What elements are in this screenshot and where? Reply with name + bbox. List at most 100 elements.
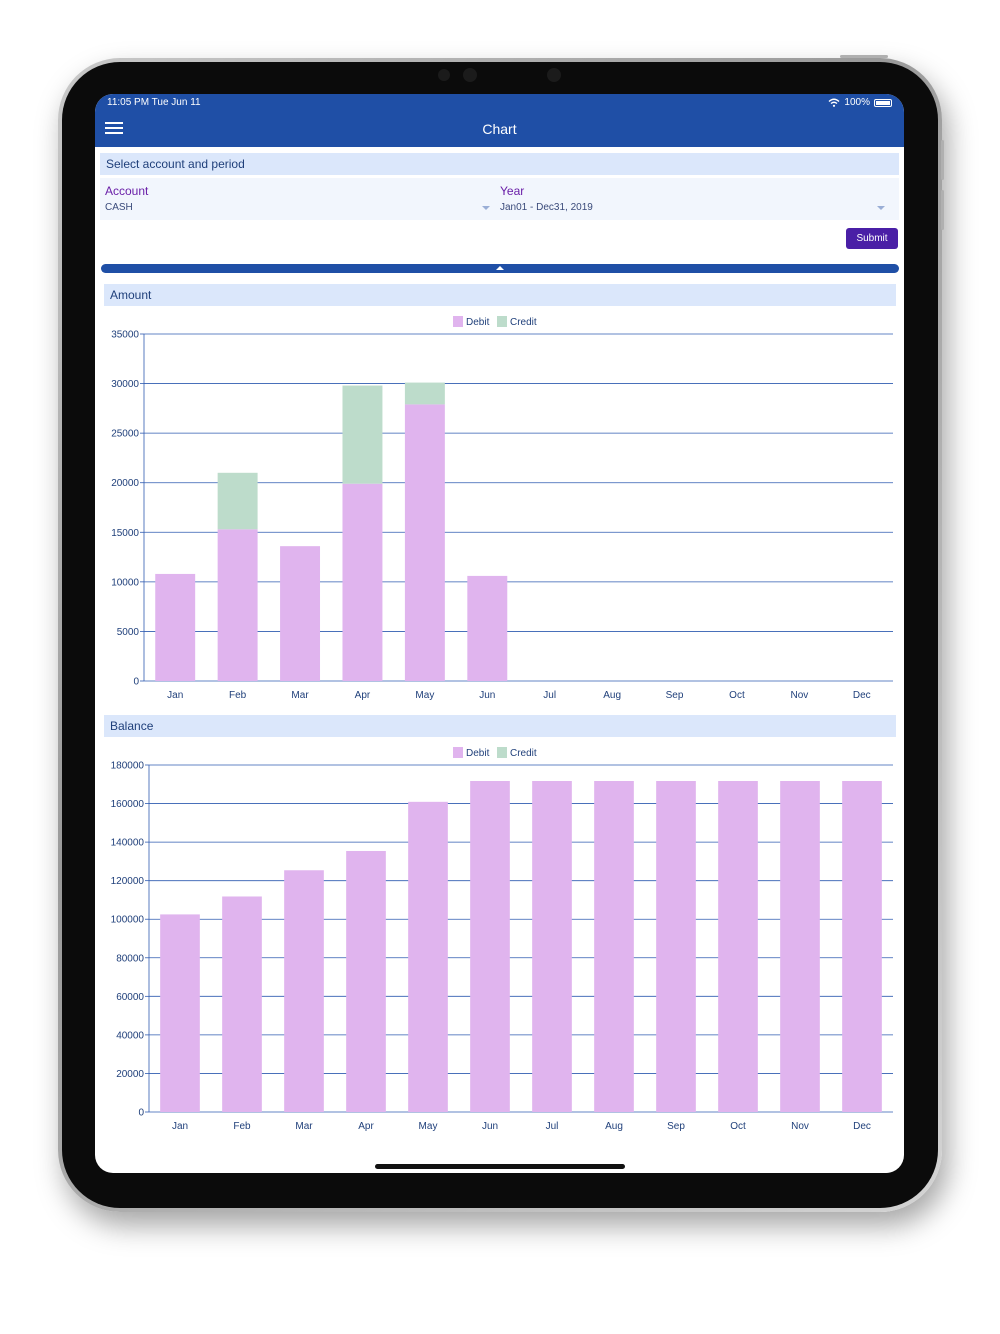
bar-debit	[408, 801, 448, 1112]
x-tick-label: Mar	[291, 690, 309, 701]
x-tick-label: Oct	[729, 690, 745, 701]
app-screen: 11:05 PM Tue Jun 11 100% Chart Select ac…	[95, 94, 904, 1173]
y-tick-label: 35000	[111, 330, 139, 341]
hamburger-menu-icon[interactable]	[105, 122, 125, 136]
chevron-down-icon	[482, 206, 490, 210]
legend-label: Debit	[466, 748, 490, 759]
filter-section-header: Select account and period	[100, 153, 899, 175]
x-tick-label: Apr	[358, 1121, 374, 1132]
legend-swatch	[497, 747, 507, 758]
x-tick-label: May	[419, 1121, 438, 1132]
x-tick-label: Dec	[853, 690, 871, 701]
legend-swatch	[453, 316, 463, 327]
y-tick-label: 100000	[111, 915, 145, 926]
x-tick-label: Jan	[167, 690, 183, 701]
battery-icon	[874, 98, 892, 107]
wifi-icon	[828, 98, 840, 107]
bar-debit	[160, 914, 200, 1112]
year-value: Jan01 - Dec31, 2019	[500, 202, 593, 213]
bar-debit	[594, 781, 634, 1112]
camera-icon	[463, 68, 477, 82]
x-tick-label: Dec	[853, 1121, 871, 1132]
x-tick-label: Jun	[482, 1121, 498, 1132]
bar-credit	[217, 472, 258, 530]
legend-swatch	[497, 316, 507, 327]
x-tick-label: Feb	[229, 690, 247, 701]
bar-debit	[780, 781, 820, 1112]
y-tick-label: 180000	[111, 761, 145, 772]
account-label: Account	[105, 184, 149, 198]
bar-debit	[842, 781, 882, 1112]
chevron-down-icon	[877, 206, 885, 210]
volume-button	[941, 140, 944, 180]
chevron-up-icon	[496, 266, 504, 270]
y-tick-label: 20000	[111, 478, 139, 489]
home-indicator	[375, 1164, 625, 1169]
y-tick-label: 0	[138, 1108, 144, 1119]
page-title: Chart	[482, 121, 517, 137]
x-tick-label: Jan	[172, 1121, 188, 1132]
bar-debit	[346, 850, 386, 1112]
x-tick-label: Nov	[791, 1121, 809, 1132]
power-button	[840, 55, 888, 58]
bar-credit	[404, 382, 445, 405]
bar-debit	[284, 870, 324, 1112]
amount-chart: Debit Credit 0 5000 10000 15000 20000 25000 3000…	[95, 309, 904, 704]
x-tick-label: Sep	[667, 1121, 685, 1132]
bar-debit	[470, 781, 510, 1112]
camera-icon	[547, 68, 561, 82]
x-tick-label: Oct	[730, 1121, 746, 1132]
y-tick-label: 40000	[116, 1030, 144, 1041]
y-tick-label: 10000	[111, 577, 139, 588]
legend-label: Credit	[510, 748, 537, 759]
bar-debit	[222, 896, 262, 1112]
bar-debit	[532, 781, 572, 1112]
x-tick-label: Aug	[605, 1121, 623, 1132]
amount-chart-svg: Debit Credit 0 5000 10000 15000 20000 25000 3000…	[111, 316, 893, 701]
submit-button[interactable]: Submit	[846, 228, 898, 249]
x-tick-label: Mar	[295, 1121, 313, 1132]
x-tick-label: Jul	[546, 1121, 559, 1132]
bar-debit	[342, 483, 383, 681]
y-tick-label: 0	[133, 677, 139, 688]
x-tick-label: Nov	[790, 690, 808, 701]
bar-debit	[467, 575, 508, 681]
x-tick-label: Sep	[666, 690, 684, 701]
balance-section-header: Balance	[104, 715, 896, 737]
bar-debit	[404, 404, 445, 681]
volume-button	[941, 190, 944, 230]
status-time: 11:05 PM Tue Jun 11	[107, 97, 201, 108]
x-tick-label: Feb	[233, 1121, 251, 1132]
status-indicators: 100%	[828, 97, 892, 108]
y-tick-label: 20000	[116, 1069, 144, 1080]
bar-debit	[280, 546, 321, 681]
y-tick-label: 25000	[111, 429, 139, 440]
account-select[interactable]: Account CASH	[100, 178, 495, 220]
y-tick-label: 5000	[117, 627, 140, 638]
balance-chart: Debit Credit 0 20000 40000 60000 80000 100000 12…	[95, 740, 904, 1135]
x-tick-label: May	[415, 690, 434, 701]
filter-form: Account CASH Year Jan01 - Dec31, 2019	[100, 178, 899, 220]
bar-credit	[342, 385, 383, 484]
legend-label: Credit	[510, 317, 537, 328]
amount-section-header: Amount	[104, 284, 896, 306]
year-select[interactable]: Year Jan01 - Dec31, 2019	[495, 178, 899, 220]
balance-chart-svg: Debit Credit 0 20000 40000 60000 80000 100000 12…	[111, 747, 893, 1132]
battery-percent: 100%	[844, 97, 870, 108]
app-bar: 11:05 PM Tue Jun 11 100% Chart	[95, 94, 904, 147]
account-value: CASH	[105, 202, 133, 213]
collapse-toggle[interactable]	[101, 264, 899, 273]
x-tick-label: Aug	[603, 690, 621, 701]
y-tick-label: 60000	[116, 992, 144, 1003]
x-tick-label: Jun	[479, 690, 495, 701]
bar-debit	[217, 529, 258, 681]
bar-debit	[656, 781, 696, 1112]
y-tick-label: 140000	[111, 838, 145, 849]
legend-swatch	[453, 747, 463, 758]
bar-debit	[155, 573, 196, 681]
y-tick-label: 15000	[111, 528, 139, 539]
year-label: Year	[500, 184, 525, 198]
x-tick-label: Apr	[355, 690, 371, 701]
x-tick-label: Jul	[543, 690, 556, 701]
legend-label: Debit	[466, 317, 490, 328]
